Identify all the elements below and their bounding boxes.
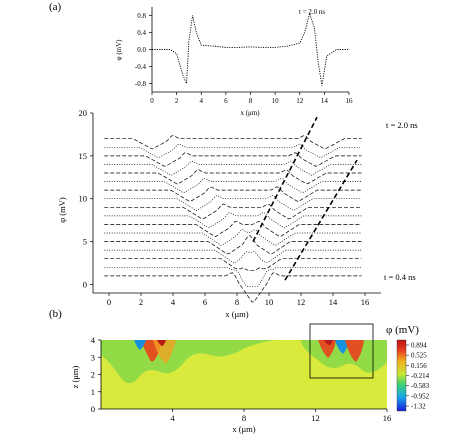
panel-a-label: (a)	[49, 1, 62, 13]
top-plot-annotation: t = 2.0 ns	[299, 8, 325, 16]
main-trace-1	[104, 266, 362, 288]
heat-x-tick-label: 16	[383, 413, 392, 423]
main-y-tick-label: 5	[83, 237, 87, 247]
main-plot-ticks: 0 2 4 6 8 10 12 14 16 0 5 10 15 20	[79, 108, 370, 307]
top-x-tick-label: 8	[249, 97, 253, 105]
main-plot-traces	[104, 135, 362, 303]
colorbar-title: φ (mV)	[386, 324, 419, 336]
main-trace-16	[104, 135, 362, 150]
heatmap-orange-lobe-left	[153, 340, 176, 364]
main-y-tick-label: 15	[79, 151, 88, 161]
top-x-tick-label: 16	[346, 97, 354, 105]
heatmap-red-lobe-right-1	[318, 340, 336, 358]
top-y-tick-label: 0.0	[137, 46, 146, 54]
heat-x-tick-label: 12	[311, 413, 320, 423]
top-x-tick-label: 2	[175, 97, 179, 105]
main-plot-xlabel: x (μm)	[225, 309, 248, 319]
heatmap-ylabel: z (μm)	[70, 365, 80, 388]
heatmap-xlabel: x (μm)	[232, 424, 255, 434]
heatmap-red-lobe-right-2	[345, 340, 364, 362]
colorbar-tick-label: -1.32	[411, 403, 426, 411]
main-trace-13	[104, 160, 362, 176]
dashed-front-1	[284, 159, 358, 281]
main-plot-annotation-bottom: t = 0.4 ns	[384, 272, 416, 282]
main-trace-8	[104, 203, 362, 220]
main-trace-2	[104, 258, 362, 271]
heat-y-tick-label: 2	[91, 370, 95, 380]
main-plot-ylabel: φ (mV)	[57, 197, 67, 223]
main-x-tick-label: 6	[203, 297, 207, 307]
main-trace-12	[104, 169, 362, 185]
main-x-tick-label: 0	[107, 297, 111, 307]
main-x-tick-label: 2	[139, 297, 143, 307]
main-trace-5	[104, 229, 362, 246]
main-trace-11	[104, 178, 362, 193]
colorbar	[396, 339, 407, 412]
top-x-tick-label: 6	[224, 97, 228, 105]
main-plot-annotation-top: t = 2.0 ns	[386, 120, 418, 130]
top-y-tick-label: -0.8	[135, 80, 147, 88]
colorbar-tick-label: -0.214	[411, 372, 430, 380]
top-x-tick-label: 0	[150, 97, 154, 105]
top-plot-xlabel: x (μm)	[240, 109, 260, 117]
main-trace-14	[104, 152, 362, 167]
dashed-front-0	[252, 116, 318, 242]
colorbar-tick-label: 0.156	[411, 362, 427, 370]
heatmap-field	[101, 340, 387, 384]
top-plot-series-line	[152, 11, 349, 86]
main-y-tick-label: 20	[79, 108, 88, 118]
heat-y-tick-label: 1	[91, 387, 95, 397]
heat-y-tick-label: 3	[91, 352, 95, 362]
panel-b-label: (b)	[49, 308, 62, 320]
main-trace-0	[104, 272, 362, 303]
colorbar-tick-label: -0.583	[411, 382, 430, 390]
top-x-tick-label: 4	[200, 97, 204, 105]
top-x-tick-label: 10	[272, 97, 280, 105]
top-y-tick-label: 0.4	[137, 29, 146, 37]
heatmap-red-core-left	[157, 340, 166, 346]
main-plot-dashed-fronts	[252, 116, 358, 281]
colorbar-tick-label: 0.525	[411, 352, 427, 360]
main-plot: 0 2 4 6 8 10 12 14 16 0 5 10 15 20 t = 2.0 ns t = 0.4…	[57, 108, 418, 319]
colorbar-tick-label: -0.952	[411, 392, 430, 400]
main-trace-6	[104, 220, 362, 237]
top-y-tick-label: 0.8	[137, 12, 146, 20]
top-plot-ticks: 0 2 4 6 8 10 12 14 16 -0.8 -0.4 0.0 0.4 0.8	[135, 12, 353, 105]
colorbar-ticks: 0.894 0.525 0.156 -0.214 -0.583 -0.952 -1.32	[406, 342, 430, 411]
main-trace-7	[104, 212, 362, 229]
main-y-tick-label: 0	[83, 279, 87, 289]
main-x-tick-label: 8	[235, 297, 239, 307]
top-x-tick-label: 12	[296, 97, 304, 105]
top-y-tick-label: -0.4	[135, 63, 147, 71]
main-x-tick-label: 16	[361, 297, 370, 307]
main-trace-15	[104, 143, 362, 158]
main-x-tick-label: 14	[329, 297, 338, 307]
main-trace-3	[104, 249, 362, 264]
main-y-tick-label: 10	[79, 194, 88, 204]
heatmap-green-band-left	[101, 340, 275, 384]
heat-y-tick-label: 0	[91, 404, 95, 414]
heat-x-tick-label: 8	[242, 413, 246, 423]
top-plot-ylabel: φ (mV)	[115, 39, 123, 61]
main-trace-4	[104, 235, 362, 255]
heat-x-tick-label: 4	[170, 413, 175, 423]
top-plot: 0 2 4 6 8 10 12 14 16 -0.8 -0.4 0.0 0.4 0.8 t = 2.0 n…	[115, 7, 353, 117]
main-trace-10	[104, 186, 362, 202]
main-x-tick-label: 10	[265, 297, 274, 307]
heat-y-tick-label: 4	[91, 335, 96, 345]
top-x-tick-label: 14	[321, 97, 329, 105]
main-x-tick-label: 4	[171, 297, 176, 307]
heatmap-highlight-box	[309, 323, 374, 379]
heatmap-blue-lobe-left	[134, 340, 146, 350]
main-x-tick-label: 12	[297, 297, 306, 307]
heatmap-blue-lobe-right	[335, 340, 349, 354]
main-trace-9	[104, 195, 362, 211]
colorbar-tick-label: 0.894	[411, 342, 427, 350]
heatmap-red-core-right	[324, 340, 333, 345]
